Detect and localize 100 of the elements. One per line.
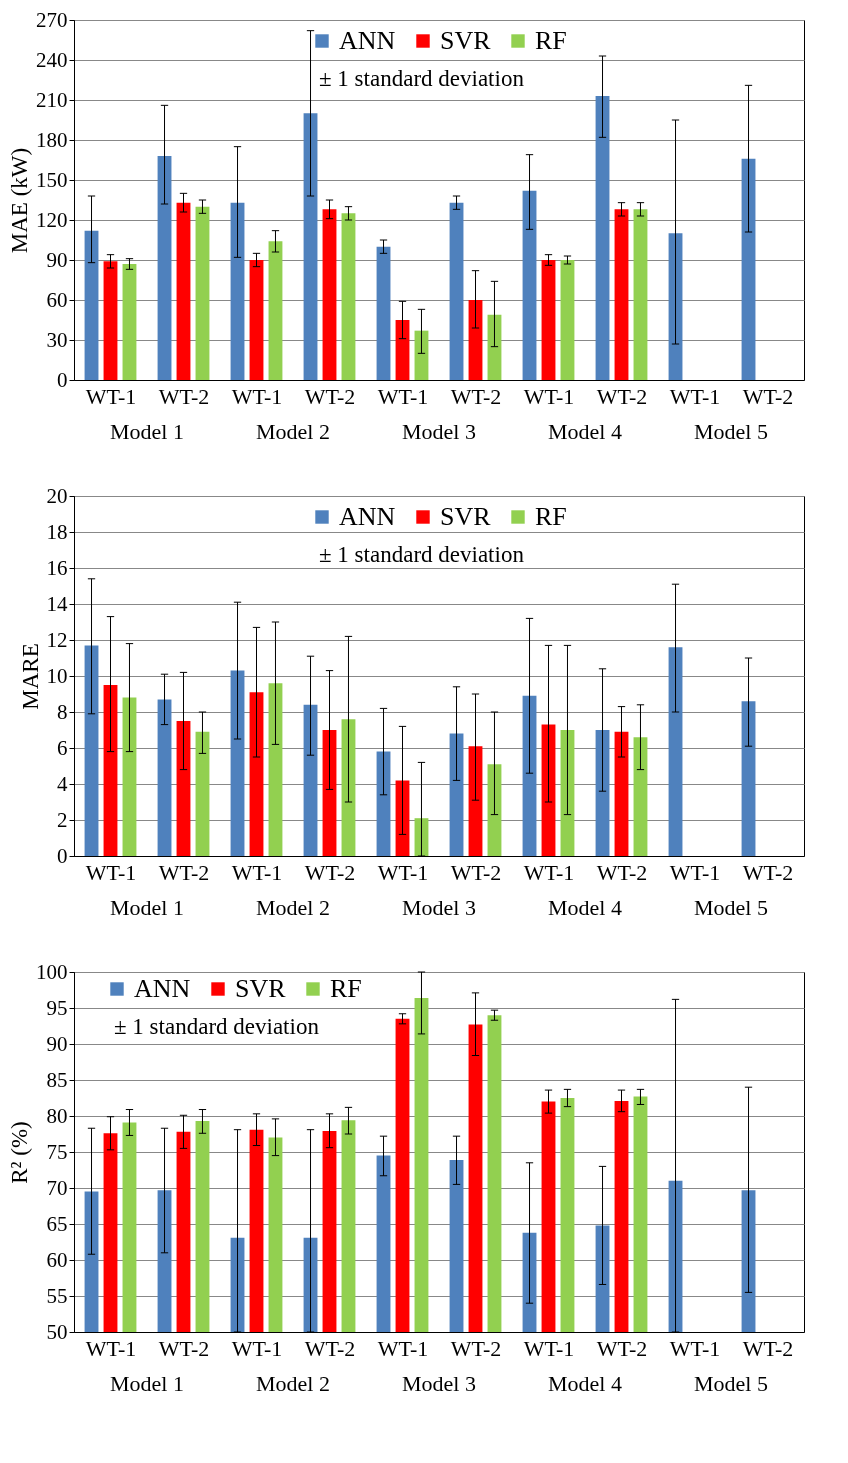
- y-axis-title: R² (%): [7, 1121, 32, 1184]
- bar: [195, 206, 210, 380]
- bar: [122, 264, 137, 380]
- x-tick-label: WT-2: [742, 383, 794, 409]
- x-tick-label: WT-1: [669, 859, 721, 885]
- text: Model 1: [110, 419, 184, 444]
- bar: [741, 701, 756, 856]
- y-tick-label: 180: [36, 127, 68, 152]
- bar: [84, 645, 99, 856]
- y-tick-label: 120: [36, 207, 68, 232]
- x-tick-label: WT-2: [304, 383, 356, 409]
- y-tick-label: 20: [46, 483, 68, 508]
- bar: [633, 737, 648, 856]
- bar: [522, 695, 537, 856]
- bar: [84, 230, 99, 380]
- annotation: ± 1 standard deviation: [114, 1014, 320, 1039]
- x-tick-label: WT-2: [742, 1335, 794, 1361]
- x-tick-label: WT-1: [669, 383, 721, 409]
- bar: [468, 746, 483, 856]
- bar: [522, 190, 537, 380]
- x-tick-label: WT-2: [450, 383, 502, 409]
- y-tick-label: 18: [46, 519, 68, 544]
- bar: [560, 730, 575, 856]
- text: Model 3: [402, 419, 476, 444]
- y-tick-label: 150: [36, 167, 68, 192]
- legend-label: RF: [535, 502, 567, 531]
- bar: [595, 96, 610, 380]
- y-tick-label: 16: [46, 555, 68, 580]
- y-tick-label: 50: [46, 1319, 68, 1344]
- bar: [176, 202, 191, 380]
- x-tick-label: WT-2: [158, 383, 210, 409]
- x-tick-label: WT-2: [304, 859, 356, 885]
- bar: [195, 731, 210, 856]
- y-tick-label: 0: [57, 843, 68, 868]
- y-tick-label: 80: [46, 1103, 68, 1128]
- y-tick-label: 90: [46, 247, 68, 272]
- bar: [157, 699, 172, 856]
- y-tick-label: 6: [57, 735, 68, 760]
- bar: [668, 233, 683, 380]
- x-tick-label: WT-1: [377, 383, 429, 409]
- bar: [487, 314, 502, 380]
- y-tick-label: 100: [36, 959, 68, 984]
- text: Model 4: [548, 419, 622, 444]
- bar: [668, 647, 683, 856]
- bar: [230, 670, 245, 856]
- bar: [376, 246, 391, 380]
- x-tick-label: WT-1: [669, 1335, 721, 1361]
- legend-label: ANN: [339, 26, 396, 55]
- text: Model 4: [548, 1371, 622, 1396]
- legend-label: SVR: [440, 502, 492, 531]
- bar: [395, 780, 410, 856]
- x-tick-label: WT-1: [231, 859, 283, 885]
- y-tick-label: 70: [46, 1175, 68, 1200]
- bar: [487, 764, 502, 856]
- bar: [230, 202, 245, 380]
- bar: [376, 751, 391, 856]
- bar: [268, 683, 283, 856]
- y-tick-label: 65: [46, 1211, 68, 1236]
- y-tick-label: 60: [46, 287, 68, 312]
- bar: [541, 724, 556, 856]
- annotation: ± 1 standard deviation: [319, 542, 525, 567]
- bar: [322, 730, 337, 856]
- y-tick-label: 12: [46, 627, 68, 652]
- text: Model 2: [256, 1371, 330, 1396]
- text: Model 2: [256, 419, 330, 444]
- y-tick-label: 14: [46, 591, 68, 616]
- x-tick-label: WT-2: [158, 1335, 210, 1361]
- bar: [103, 685, 118, 856]
- text: Model 2: [256, 895, 330, 920]
- legend-label: ANN: [134, 974, 191, 1003]
- x-tick-label: WT-2: [450, 859, 502, 885]
- annotation: ± 1 standard deviation: [319, 66, 525, 91]
- text: Model 1: [110, 895, 184, 920]
- bar: [341, 213, 356, 380]
- x-tick-label: WT-1: [85, 859, 137, 885]
- x-tick-label: WT-2: [450, 1335, 502, 1361]
- y-axis-title: MAE (kW): [7, 147, 32, 254]
- y-tick-label: 95: [46, 995, 68, 1020]
- bar: [176, 721, 191, 856]
- bar: [303, 704, 318, 856]
- legend-label: ANN: [339, 502, 396, 531]
- bar: [157, 156, 172, 380]
- bar: [249, 260, 264, 380]
- y-tick-label: 75: [46, 1139, 68, 1164]
- bar: [268, 241, 283, 380]
- bar: [303, 113, 318, 380]
- y-tick-label: 210: [36, 87, 68, 112]
- x-tick-label: WT-1: [377, 859, 429, 885]
- y-tick-label: 90: [46, 1031, 68, 1056]
- y-tick-label: 30: [46, 327, 68, 352]
- x-tick-label: WT-2: [596, 859, 648, 885]
- y-tick-label: 2: [57, 807, 68, 832]
- y-tick-label: 8: [57, 699, 68, 724]
- bar: [414, 330, 429, 380]
- bar: [541, 260, 556, 380]
- bar: [449, 202, 464, 380]
- y-axis-title: MARE: [17, 643, 43, 710]
- y-tick-label: 270: [36, 7, 68, 32]
- legend-label: SVR: [440, 26, 492, 55]
- bar: [468, 300, 483, 380]
